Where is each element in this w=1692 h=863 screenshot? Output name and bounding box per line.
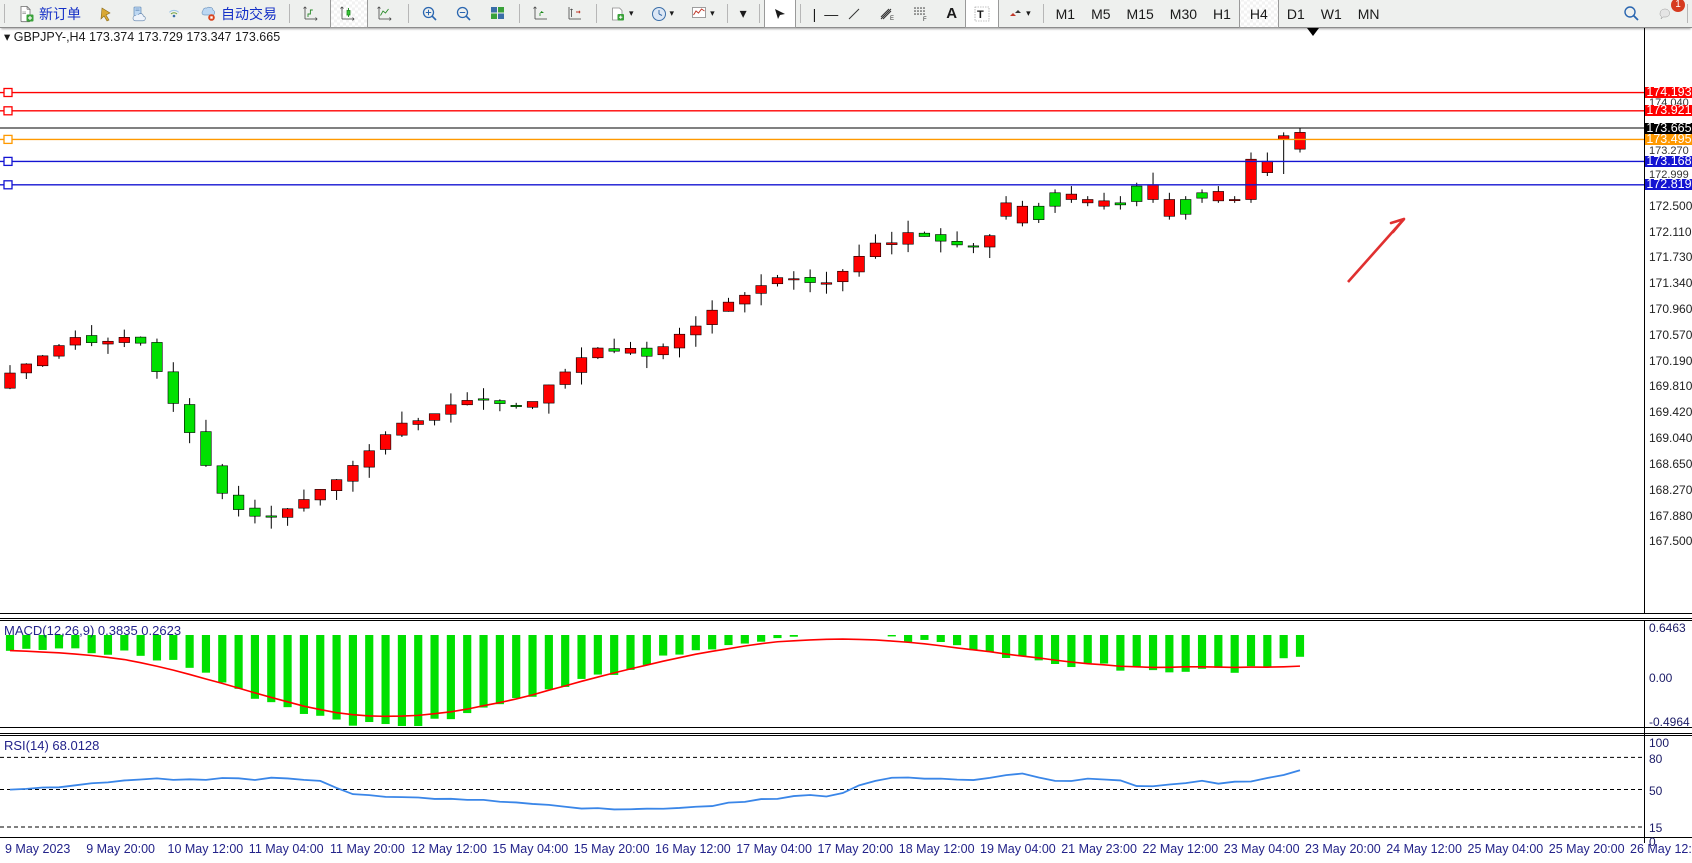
svg-text:T: T bbox=[977, 9, 984, 21]
svg-text:F: F bbox=[923, 17, 927, 23]
svg-text:E: E bbox=[890, 16, 894, 22]
